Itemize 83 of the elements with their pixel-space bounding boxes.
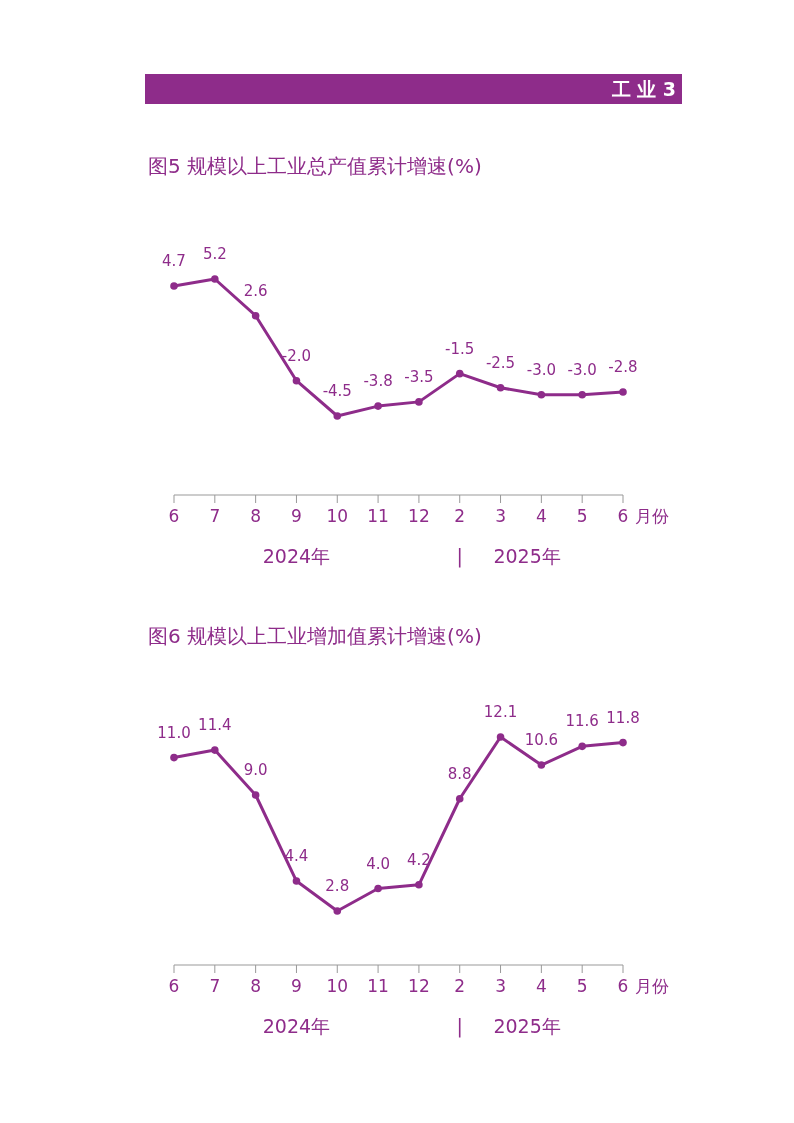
point (619, 388, 627, 396)
point (415, 881, 423, 889)
data-label: -4.5 (322, 382, 352, 400)
x-tick-label: 3 (495, 976, 506, 996)
data-label: 11.4 (198, 716, 232, 735)
data-label: 5.2 (202, 245, 227, 263)
point (415, 398, 423, 406)
chart-title: 图5 规模以上工业总产值累计增速(%) (148, 154, 482, 178)
data-label: 4.7 (162, 252, 186, 271)
data-label: 11.0 (157, 723, 191, 742)
text: 2024年 (262, 545, 331, 567)
x-tick-label: 7 (209, 976, 221, 996)
text: 2024年 (262, 1015, 331, 1037)
x-axis-title: 月份 (635, 506, 669, 526)
data-label: 10.6 (524, 731, 559, 750)
data-label: 2.6 (243, 281, 268, 300)
point (211, 746, 219, 754)
point (496, 733, 505, 741)
data-label: 9.0 (243, 761, 268, 779)
chart-title: 图6 规模以上工业增加值累计增速(%) (148, 624, 482, 648)
data-label: 11.8 (606, 708, 640, 727)
point (333, 907, 342, 915)
x-tick-label: 6 (168, 506, 180, 526)
x-tick-label: 12 (408, 506, 430, 526)
data-label: -2.0 (281, 346, 312, 365)
data-label: -2.8 (608, 357, 638, 376)
x-tick-label: 9 (291, 976, 302, 996)
x-axis-title: 月份 (635, 976, 669, 996)
data-label: 2.8 (325, 877, 350, 895)
data-label: -1.5 (445, 339, 475, 358)
x-tick-label: 8 (250, 976, 262, 996)
x-tick-label: 5 (576, 976, 588, 996)
x-tick-label: 2 (454, 976, 466, 996)
data-label: 4.4 (284, 847, 309, 866)
x-tick-label: 10 (326, 976, 349, 996)
point (170, 282, 178, 290)
x-tick-label: 10 (326, 506, 349, 526)
text: 2025年 (493, 1015, 561, 1037)
point (578, 391, 586, 399)
point (619, 738, 627, 747)
x-tick-label: 4 (535, 976, 547, 996)
point (292, 376, 301, 385)
point (537, 391, 546, 399)
x-tick-label: 7 (209, 506, 221, 526)
x-tick-label: 11 (367, 976, 389, 996)
x-tick-label: 6 (168, 976, 180, 996)
point (211, 275, 219, 283)
point (496, 383, 505, 392)
text: 工 业 3 (610, 78, 676, 100)
data-label: -2.5 (485, 353, 516, 372)
data-label: 4.0 (366, 854, 391, 873)
data-label: 12.1 (483, 703, 518, 721)
text: | (456, 545, 463, 568)
x-tick-label: 5 (576, 506, 588, 526)
point (455, 794, 464, 803)
point (455, 369, 464, 378)
x-tick-label: 9 (291, 506, 302, 526)
x-tick-label: 12 (408, 976, 430, 996)
data-label: 4.2 (406, 850, 431, 869)
point (251, 311, 260, 320)
point (537, 761, 546, 769)
x-tick-label: 4 (535, 506, 547, 526)
data-label: -3.0 (526, 360, 556, 379)
x-tick-label: 3 (495, 506, 506, 526)
text: | (456, 1015, 463, 1038)
data-label: -3.0 (567, 360, 597, 379)
text: 2025年 (493, 545, 561, 567)
data-label: -3.8 (363, 372, 393, 391)
x-tick-label: 6 (617, 976, 629, 996)
point (374, 402, 382, 410)
x-tick-label: 2 (454, 506, 466, 526)
point (333, 412, 342, 420)
point (578, 742, 586, 751)
point (170, 753, 178, 762)
x-tick-label: 6 (617, 506, 629, 526)
data-label: 8.8 (447, 764, 472, 783)
data-label: -3.5 (404, 367, 434, 386)
point (251, 791, 260, 799)
point (292, 877, 301, 885)
point (374, 884, 382, 893)
data-label: 11.6 (565, 712, 599, 731)
x-tick-label: 11 (367, 506, 389, 526)
x-tick-label: 8 (250, 506, 262, 526)
